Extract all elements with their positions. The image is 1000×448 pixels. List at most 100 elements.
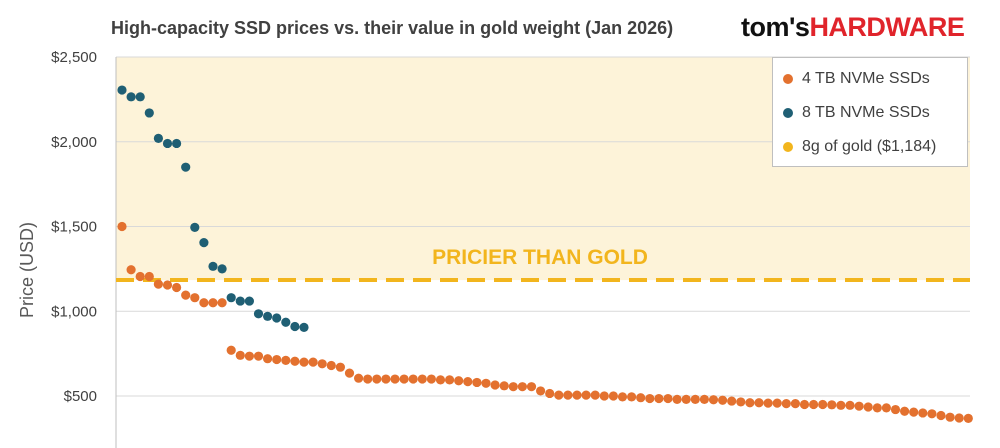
chart-title: High-capacity SSD prices vs. their value…: [111, 18, 674, 38]
point-4tb: [508, 382, 518, 392]
point-8tb: [217, 264, 227, 274]
point-4tb: [153, 279, 163, 289]
point-4tb: [435, 375, 446, 385]
point-4tb: [809, 399, 819, 410]
point-4tb: [363, 374, 373, 384]
point-4tb: [244, 351, 254, 361]
point-4tb: [617, 392, 628, 402]
point-4tb: [499, 381, 509, 391]
point-4tb: [927, 409, 937, 419]
point-4tb: [126, 265, 136, 275]
point-8tb: [162, 138, 173, 149]
point-8tb: [135, 92, 145, 102]
point-4tb: [381, 374, 391, 384]
point-4tb: [545, 388, 555, 399]
point-8tb: [126, 92, 136, 102]
point-4tb: [890, 404, 901, 415]
point-4tb: [172, 282, 182, 293]
point-8tb: [263, 311, 273, 321]
point-8tb: [117, 85, 127, 95]
point-4tb: [263, 354, 273, 364]
point-4tb: [445, 375, 455, 385]
point-4tb: [417, 374, 427, 384]
point-4tb: [772, 398, 782, 408]
point-4tb: [699, 394, 710, 404]
point-4tb: [472, 377, 482, 388]
point-4tb: [736, 397, 746, 407]
point-4tb: [162, 280, 173, 290]
point-4tb: [272, 354, 282, 365]
point-4tb: [481, 378, 491, 388]
pricier-than-gold-annotation: PRICIER THAN GOLD: [432, 246, 648, 269]
point-4tb: [608, 391, 619, 401]
point-4tb: [790, 399, 801, 409]
point-4tb: [399, 374, 409, 384]
point-4tb: [335, 362, 345, 372]
point-4tb: [317, 359, 327, 369]
point-4tb: [117, 221, 127, 232]
point-4tb: [426, 374, 436, 384]
point-8tb: [290, 321, 300, 332]
point-4tb: [708, 395, 719, 405]
point-4tb: [627, 392, 637, 402]
brand-logo: tom'sHARDWARE: [741, 12, 965, 43]
point-4tb: [181, 290, 191, 300]
point-4tb: [372, 374, 382, 384]
point-4tb: [326, 360, 336, 371]
point-8tb: [299, 322, 309, 332]
point-4tb: [872, 403, 882, 413]
point-8tb: [281, 317, 291, 327]
point-4tb: [954, 413, 964, 423]
point-4tb: [517, 382, 528, 392]
point-4tb: [900, 406, 910, 416]
y-tick-label: $1,500: [51, 219, 97, 236]
point-4tb: [881, 403, 892, 413]
point-4tb: [863, 402, 873, 412]
point-8tb: [208, 261, 218, 271]
y-axis-label: Price (USD): [17, 222, 37, 318]
point-4tb: [390, 374, 400, 384]
legend-label-4tb: 4 TB NVMe SSDs: [802, 70, 930, 87]
point-4tb: [290, 356, 300, 366]
point-4tb: [590, 390, 600, 400]
point-4tb: [554, 390, 564, 400]
y-tick-label: $2,500: [51, 49, 97, 66]
point-4tb: [408, 374, 418, 384]
point-4tb: [563, 390, 573, 400]
point-4tb: [836, 400, 846, 410]
point-4tb: [454, 376, 464, 386]
point-4tb: [854, 401, 864, 411]
point-4tb: [144, 271, 154, 282]
point-4tb: [235, 350, 245, 360]
brand-logo-part2: HARDWARE: [809, 12, 965, 42]
point-4tb: [672, 394, 682, 404]
point-8tb: [144, 108, 154, 118]
point-4tb: [354, 373, 364, 383]
point-4tb: [344, 368, 355, 378]
point-4tb: [963, 413, 973, 423]
point-8tb: [272, 313, 282, 323]
point-4tb: [135, 271, 145, 282]
point-4tb: [654, 393, 664, 404]
y-tick-label: $2,000: [51, 134, 97, 151]
point-8tb: [172, 138, 182, 149]
point-4tb: [845, 400, 855, 410]
point-4tb: [718, 395, 728, 405]
point-4tb: [226, 345, 236, 355]
point-8tb: [253, 309, 264, 319]
point-4tb: [572, 390, 582, 400]
point-8tb: [190, 222, 200, 232]
point-4tb: [681, 394, 691, 404]
point-4tb: [645, 393, 655, 404]
point-4tb: [727, 396, 737, 406]
legend-label-8tb: 8 TB NVMe SSDs: [802, 104, 930, 121]
point-4tb: [636, 393, 646, 403]
point-4tb: [763, 398, 773, 408]
y-tick-label: $1,000: [51, 303, 97, 320]
point-4tb: [253, 351, 264, 361]
point-8tb: [153, 133, 163, 143]
point-4tb: [818, 399, 828, 410]
point-4tb: [936, 410, 946, 421]
point-4tb: [599, 391, 609, 401]
point-8tb: [199, 238, 209, 248]
